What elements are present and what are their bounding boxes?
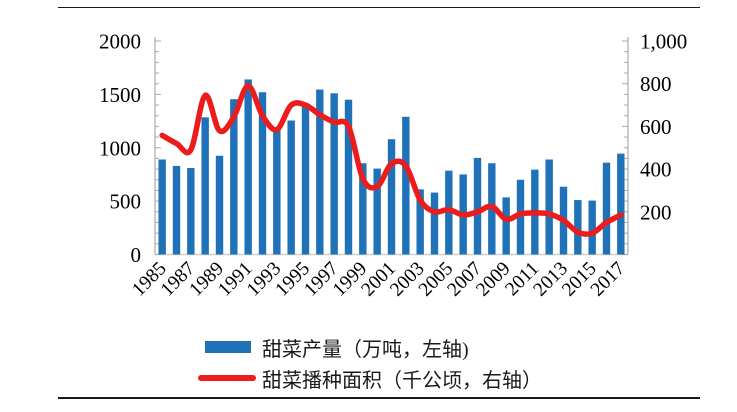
bar-2015 [588, 200, 596, 255]
area-legend-label: 甜菜播种面积（千公顷，右轴） [262, 369, 542, 392]
bar-2007 [473, 157, 482, 255]
bar-1985 [158, 159, 166, 255]
bar-1987 [187, 168, 195, 255]
x-axis-label-2017: 2017 [587, 258, 630, 301]
bar-1991 [244, 79, 252, 255]
bar-1989 [215, 155, 224, 255]
right-axis-label-1,000: 1,000 [640, 30, 687, 54]
right-axis-label-600: 600 [640, 115, 672, 139]
bar-1994 [287, 120, 295, 255]
production-legend-label: 甜菜产量（万吨，左轴) [262, 338, 469, 361]
bar-2009 [502, 197, 510, 255]
bar-2003 [416, 189, 424, 255]
bar-1990 [230, 99, 238, 255]
bar-1996 [316, 89, 324, 255]
right-axis-label-800: 800 [640, 72, 672, 96]
bar-2004 [430, 192, 439, 255]
right-axis-label-200: 200 [640, 200, 672, 224]
bar-2001 [387, 139, 396, 255]
bar-2017 [617, 153, 625, 255]
bar-1998 [344, 99, 353, 255]
left-axis-label-2000: 2000 [99, 30, 141, 54]
bar-1992 [258, 92, 267, 255]
bar-2002 [402, 116, 410, 255]
bar-2010 [516, 179, 525, 255]
bar-2012 [545, 159, 553, 255]
bar-1999 [359, 163, 367, 255]
bar-2005 [445, 170, 453, 255]
legend-item-area: 甜菜播种面积（千公顷，右轴） [198, 364, 542, 392]
left-axis-label-1500: 1500 [99, 83, 141, 107]
left-axis-label-0: 0 [131, 243, 142, 267]
legend-item-production: 甜菜产量（万吨，左轴) [198, 333, 542, 361]
production-legend-swatch [205, 341, 251, 353]
left-axis-label-1000: 1000 [99, 136, 141, 160]
top-divider [58, 7, 700, 8]
chart-legend: 甜菜产量（万吨，左轴) 甜菜播种面积（千公顷，右轴） [198, 333, 542, 392]
area-legend-swatch [198, 375, 256, 381]
bar-2014 [574, 200, 582, 255]
bar-1986 [172, 165, 181, 255]
bar-1993 [273, 129, 281, 255]
left-axis-label-500: 500 [110, 190, 142, 214]
area-line [159, 83, 624, 237]
right-axis-label-400: 400 [640, 158, 672, 182]
bar-1988 [201, 117, 209, 255]
bar-1995 [301, 106, 310, 255]
bar-2000 [373, 168, 381, 255]
bottom-divider [58, 397, 700, 399]
bar-1997 [330, 93, 338, 255]
bar-2016 [602, 162, 611, 255]
